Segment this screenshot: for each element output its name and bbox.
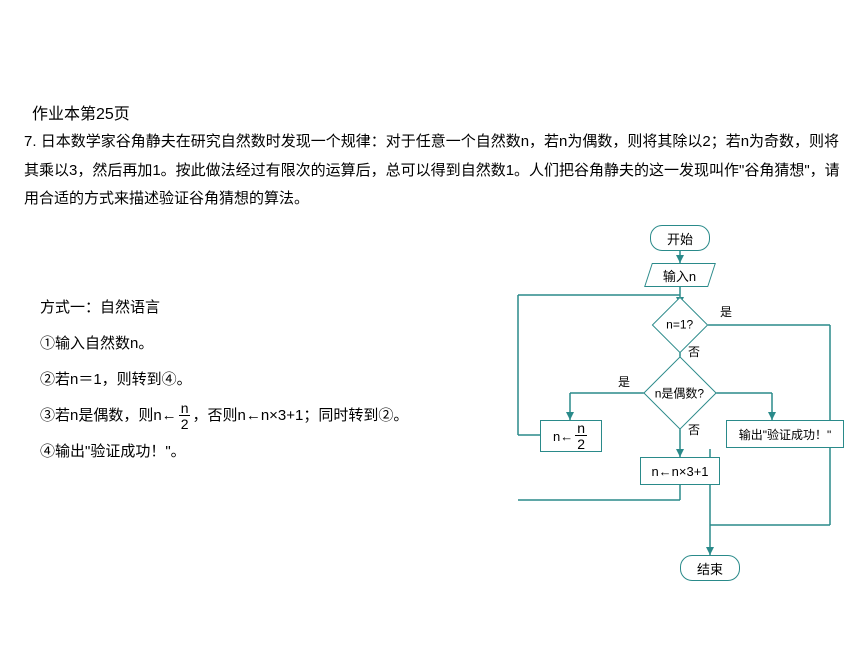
- flow-mul: n←n×3+1: [640, 457, 720, 485]
- label-yes-1: 是: [720, 303, 732, 320]
- flow-end: 结束: [680, 555, 740, 581]
- step-1: ①输入自然数n。: [40, 326, 500, 362]
- step-3: ③若n是偶数，则n←n2，否则n←n×3+1；同时转到②。: [40, 398, 500, 434]
- problem-number: 7.: [24, 133, 37, 150]
- flow-input: 输入n: [644, 263, 716, 287]
- half-frac: n2: [575, 421, 587, 451]
- label-yes-2: 是: [618, 373, 630, 390]
- flow-half: n← n2: [540, 420, 602, 452]
- step3-b: ，否则n←n×3+1；同时转到②。: [192, 407, 408, 424]
- flowchart: 开始 输入n n=1? 是 否 n是偶数? 是 否 n← n2 n←n×3+1 …: [510, 225, 850, 625]
- half-pre: n←: [553, 429, 573, 444]
- fraction-n-over-2: n2: [179, 401, 191, 431]
- page-header: 作业本第25页: [32, 100, 130, 124]
- flow-start: 开始: [650, 225, 710, 251]
- step-4: ④输出"验证成功！"。: [40, 434, 500, 470]
- problem-text: 7. 日本数学家谷角静夫在研究自然数时发现一个规律：对于任意一个自然数n，若n为…: [24, 128, 850, 214]
- method-title: 方式一：自然语言: [40, 290, 500, 326]
- problem-body: 日本数学家谷角静夫在研究自然数时发现一个规律：对于任意一个自然数n，若n为偶数，…: [24, 133, 840, 207]
- method-block: 方式一：自然语言 ①输入自然数n。 ②若n＝1，则转到④。 ③若n是偶数，则n←…: [40, 290, 500, 470]
- step-2: ②若n＝1，则转到④。: [40, 362, 500, 398]
- label-no-1: 否: [688, 343, 700, 360]
- step3-a: ③若n是偶数，则n←: [40, 407, 177, 424]
- flow-output: 输出"验证成功！": [726, 420, 844, 448]
- label-no-2: 否: [688, 421, 700, 438]
